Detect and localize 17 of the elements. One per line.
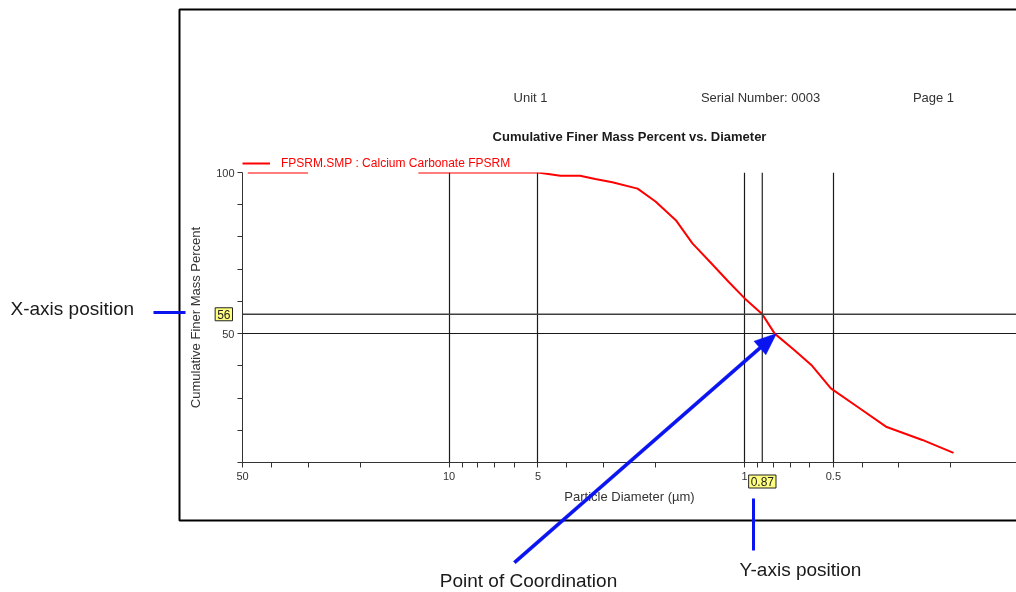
y-tick-label: 100 (216, 166, 235, 179)
ref-line-label: 56 (217, 307, 231, 322)
chart-title: Cumulative Finer Mass Percent vs. Diameter (492, 128, 767, 144)
x-tick-label: 1 (741, 469, 748, 482)
text: Point of Coordination (439, 570, 618, 591)
text: Serial Number: 0003 (700, 90, 821, 105)
x-tick-label: 50 (236, 469, 249, 482)
text: X-axis position (10, 298, 135, 319)
x-tick-label: 5 (534, 469, 542, 482)
x-tick-label: 10 (442, 469, 456, 482)
text: Page 1 (912, 90, 955, 105)
legend-label: FPSRM.SMP : Calcium Carbonate FPSRM (281, 156, 511, 170)
text: Unit 1 (513, 90, 548, 105)
text: Y-axis position (739, 559, 862, 580)
x-tick-label: 0.5 (825, 469, 842, 482)
y-axis-title: Cumulative Finer Mass Percent (188, 226, 204, 409)
ref-line-label: 0.87 (750, 475, 775, 489)
